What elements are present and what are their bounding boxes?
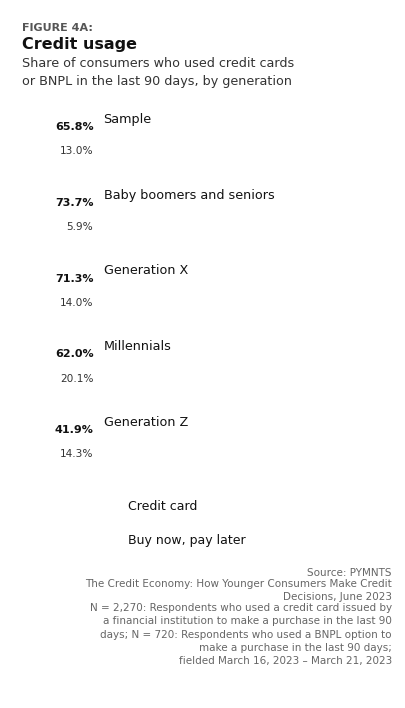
Text: Credit card: Credit card xyxy=(128,500,197,513)
Text: 14.3%: 14.3% xyxy=(60,450,93,459)
Text: FIGURE 4A:: FIGURE 4A: xyxy=(22,23,93,33)
Text: Buy now, pay later: Buy now, pay later xyxy=(128,534,245,547)
Text: 73.7%: 73.7% xyxy=(55,198,93,208)
Text: Sample: Sample xyxy=(103,113,151,126)
Text: Baby boomers and seniors: Baby boomers and seniors xyxy=(103,188,274,202)
Text: Share of consumers who used credit cards
or BNPL in the last 90 days, by generat: Share of consumers who used credit cards… xyxy=(22,57,294,88)
Text: Source: PYMNTS: Source: PYMNTS xyxy=(307,568,391,578)
Text: 62.0%: 62.0% xyxy=(55,350,93,360)
Text: 13.0%: 13.0% xyxy=(60,147,93,156)
Text: 20.1%: 20.1% xyxy=(60,374,93,384)
Text: Credit usage: Credit usage xyxy=(22,37,137,52)
Text: Millennials: Millennials xyxy=(103,340,171,353)
Text: 65.8%: 65.8% xyxy=(55,122,93,132)
Text: 14.0%: 14.0% xyxy=(60,298,93,308)
Text: 41.9%: 41.9% xyxy=(54,426,93,435)
Text: 5.9%: 5.9% xyxy=(66,222,93,232)
Text: 71.3%: 71.3% xyxy=(55,274,93,284)
Text: N = 2,270: Respondents who used a credit card issued by
a financial institution : N = 2,270: Respondents who used a credit… xyxy=(90,603,391,666)
Text: Generation X: Generation X xyxy=(103,264,188,278)
Text: Generation Z: Generation Z xyxy=(103,416,188,429)
Text: The Credit Economy: How Younger Consumers Make Credit
Decisions, June 2023: The Credit Economy: How Younger Consumer… xyxy=(85,579,391,603)
